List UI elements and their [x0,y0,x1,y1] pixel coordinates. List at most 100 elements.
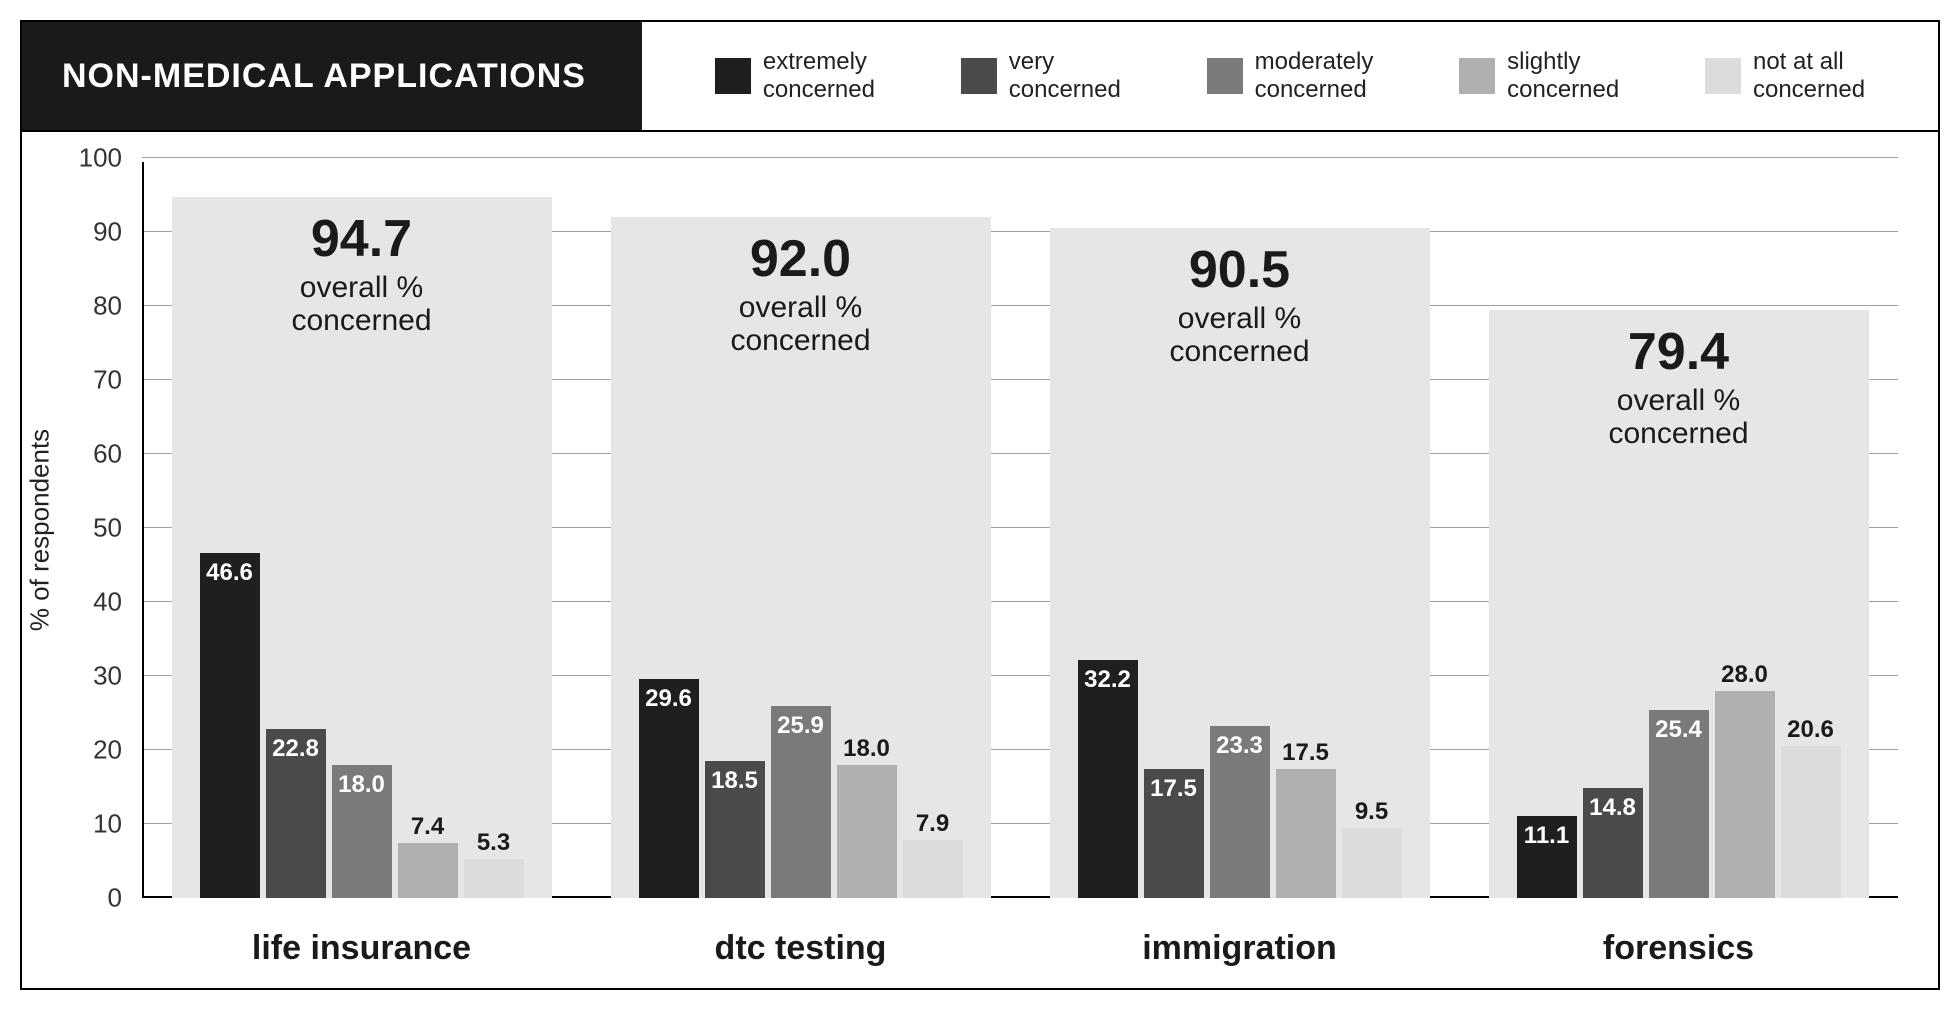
legend-label-line2: concerned [1255,76,1374,104]
overall-caption: overall %concerned [1608,384,1748,450]
legend-item: moderatelyconcerned [1207,48,1374,103]
legend-label-line2: concerned [1753,76,1865,104]
category-group: 94.7overall %concerned46.622.818.07.45.3 [142,162,581,898]
bar-value-label: 7.4 [411,813,444,841]
y-tick-label: 20 [93,735,122,766]
y-tick-label: 40 [93,587,122,618]
bar: 25.4 [1649,710,1709,898]
overall-value: 92.0 [730,233,870,285]
legend-label: moderatelyconcerned [1255,48,1374,103]
legend-swatch [1705,58,1741,94]
overall-value: 90.5 [1169,244,1309,296]
bar: 46.6 [200,553,260,898]
bar: 18.0 [332,765,392,898]
bar: 18.5 [705,761,765,898]
y-tick-label: 50 [93,513,122,544]
bar-value-label: 17.5 [1282,739,1329,767]
bar-value-label: 20.6 [1787,716,1834,744]
bar-value-label: 29.6 [645,685,692,713]
legend-label: extremelyconcerned [763,48,875,103]
bar-value-label: 11.1 [1524,822,1569,850]
y-tick-label: 60 [93,439,122,470]
bar: 14.8 [1583,788,1643,898]
legend-item: extremelyconcerned [715,48,875,103]
overall-label: 94.7 overall %concerned [291,213,431,337]
bar-value-label: 18.0 [338,771,385,799]
y-tick-label: 80 [93,291,122,322]
legend-swatch [1459,58,1495,94]
category-group: 79.4 overall %concerned 11.1 14.8 25.4 28.0 20… [1459,162,1898,898]
bar: 23.3 [1210,726,1270,898]
bar: 32.2 [1078,660,1138,898]
legend-swatch [715,58,751,94]
overall-caption: overall %concerned [730,291,870,357]
legend-label-line1: not at all [1753,48,1865,76]
legend-label-line1: slightly [1507,48,1619,76]
chart-container: NON-MEDICAL APPLICATIONS extremelyconcer… [20,20,1940,990]
bar: 7.9 [903,840,963,898]
legend-swatch [961,58,997,94]
legend-label-line1: moderately [1255,48,1374,76]
x-axis-label: dtc testing [581,929,1020,968]
overall-label: 92.0 overall %concerned [730,233,870,357]
x-axis-label: immigration [1020,929,1459,968]
legend-label: slightlyconcerned [1507,48,1619,103]
y-tick-label: 10 [93,809,122,840]
overall-value: 79.4 [1608,326,1748,378]
bar: 25.9 [771,706,831,898]
y-axis: % of respondents 0102030405060708090100 [22,162,142,898]
bar: 7.4 [398,843,458,898]
legend-label-line1: very [1009,48,1121,76]
bar: 5.3 [464,859,524,898]
overall-label: 90.5 overall %concerned [1169,244,1309,368]
bar-value-label: 22.8 [272,735,319,763]
overall-caption: overall %concerned [1169,302,1309,368]
bar-value-label: 25.4 [1655,716,1702,744]
bar-value-label: 25.9 [777,712,824,740]
bar-value-label: 5.3 [477,829,510,857]
category-group: 92.0overall %concerned29.618.525.918.07.… [581,162,1020,898]
legend-label-line1: extremely [763,48,875,76]
bar-value-label: 7.9 [916,810,949,838]
bar-value-label: 23.3 [1216,732,1263,760]
overall-value: 94.7 [291,213,431,265]
legend-label-line2: concerned [763,76,875,104]
bar-groups: 94.7overall %concerned46.622.818.07.45.3… [142,162,1898,898]
bar: 17.5 [1276,769,1336,899]
x-axis-label: life insurance [142,929,581,968]
y-tick-label: 30 [93,661,122,692]
bar: 22.8 [266,729,326,898]
legend-label-line2: concerned [1009,76,1121,104]
overall-caption: overall %concerned [291,271,431,337]
legend-item: not at allconcerned [1705,48,1865,103]
bar-value-label: 14.8 [1589,794,1636,822]
legend-label: veryconcerned [1009,48,1121,103]
legend-item: veryconcerned [961,48,1121,103]
chart-title-text: NON-MEDICAL APPLICATIONS [62,57,586,96]
gridline [142,157,1898,158]
plot-area: 94.7overall %concerned46.622.818.07.45.3… [142,162,1898,898]
legend-item: slightlyconcerned [1459,48,1619,103]
y-tick-label: 0 [108,883,122,914]
legend: extremelyconcernedveryconcernedmoderatel… [642,22,1938,130]
bar-value-label: 46.6 [206,559,253,587]
bar-value-label: 9.5 [1355,798,1388,826]
x-axis-label: forensics [1459,929,1898,968]
x-axis-labels: life insurancedtc testingimmigrationfore… [142,929,1898,968]
y-tick-label: 90 [93,217,122,248]
bar: 17.5 [1144,769,1204,899]
overall-label: 79.4 overall %concerned [1608,326,1748,450]
bar: 9.5 [1342,828,1402,898]
chart-title: NON-MEDICAL APPLICATIONS [22,22,642,130]
bar: 20.6 [1781,746,1841,898]
header: NON-MEDICAL APPLICATIONS extremelyconcer… [22,22,1938,132]
bar-value-label: 32.2 [1084,666,1131,694]
bar: 11.1 [1517,816,1577,898]
bar-value-label: 18.5 [711,767,758,795]
y-tick-label: 70 [93,365,122,396]
bar: 18.0 [837,765,897,898]
bar-value-label: 17.5 [1150,775,1197,803]
bar-value-label: 28.0 [1721,661,1768,689]
legend-label-line2: concerned [1507,76,1619,104]
bar-value-label: 18.0 [843,735,890,763]
